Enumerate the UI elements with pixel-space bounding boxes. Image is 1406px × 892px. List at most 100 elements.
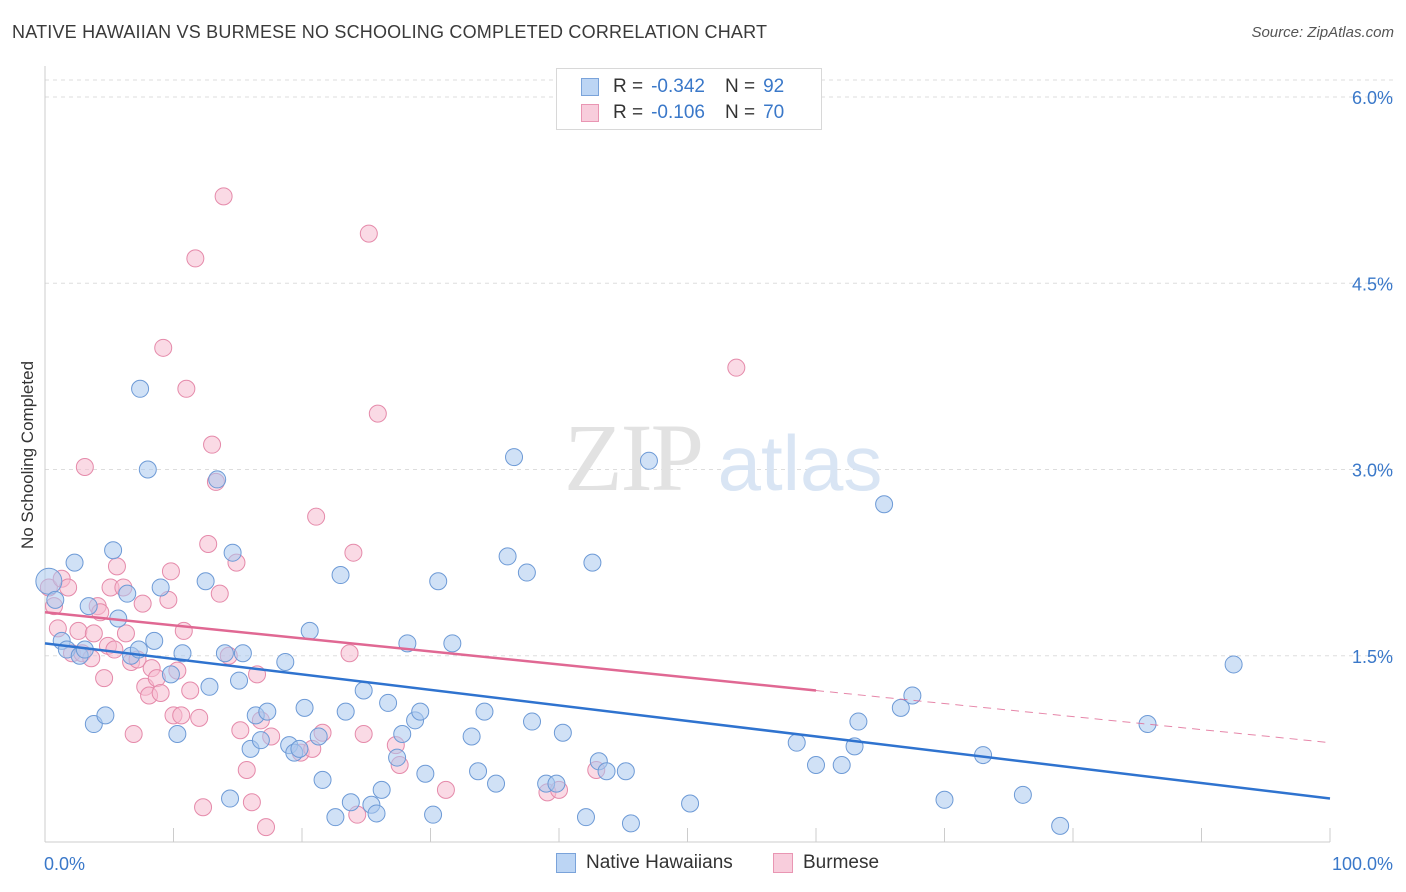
native-hawaiian-point [354, 681, 373, 700]
legend-swatch-pink [773, 853, 793, 873]
native-hawaiian-point [443, 634, 462, 653]
legend-n-value: 70 [763, 102, 785, 123]
burmese-point [181, 681, 200, 700]
burmese-point [203, 435, 222, 454]
native-hawaiian-point [583, 553, 602, 572]
native-hawaiian-point [309, 727, 328, 746]
native-hawaiian-point [341, 793, 360, 812]
native-hawaiian-point [639, 451, 658, 470]
native-hawaiian-point [223, 543, 242, 562]
axes [44, 66, 1331, 843]
burmese-point [237, 760, 256, 779]
legend-n-label: N = [724, 76, 756, 97]
native-hawaiian-point [372, 780, 391, 799]
x-tick-label-min: 0.0% [44, 854, 85, 874]
native-hawaiian-point [326, 808, 345, 827]
native-hawaiian-point [388, 748, 407, 767]
native-hawaiian-point [104, 541, 123, 560]
burmese-point [340, 644, 359, 663]
native-hawaiian-point [462, 727, 481, 746]
native-hawaiian-point [313, 770, 332, 789]
native-hawaiian-point [295, 698, 314, 717]
native-hawaiian-point [903, 686, 922, 705]
native-hawaiian-point [196, 572, 215, 591]
native-hawaiian-point [475, 702, 494, 721]
legend-r-label: R = [613, 76, 644, 97]
source-label: Source: ZipAtlas.com [1251, 24, 1394, 41]
native-hawaiian-point [393, 724, 412, 743]
native-hawaiian-point [505, 448, 524, 467]
native-hawaiian-point [276, 652, 295, 671]
burmese-point [194, 798, 213, 817]
burmese-point [231, 721, 250, 740]
legend-label-native-hawaiians: Native Hawaiians [586, 852, 733, 873]
burmese-point [133, 594, 152, 613]
native-hawaiian-point [498, 547, 517, 566]
legend-swatch-pink [581, 104, 599, 122]
native-hawaiian-point [429, 572, 448, 591]
burmese-point [172, 706, 191, 725]
native-hawaiian-point [1224, 655, 1243, 674]
burmese-point [75, 458, 94, 477]
burmese-point [368, 404, 387, 423]
y-tick-label: 1.5% [1352, 647, 1393, 667]
native-hawaiian-point [258, 702, 277, 721]
legend-r-label: R = [613, 102, 644, 123]
native-hawaiian-point [161, 665, 180, 684]
burmese-point [199, 535, 218, 553]
native-hawaiian-point [79, 597, 98, 616]
y-tick-label: 6.0% [1352, 88, 1393, 108]
native-hawaiian-point [118, 584, 137, 603]
series-legend: Native Hawaiians Burmese [0, 852, 1406, 876]
legend-item-burmese: Burmese [773, 852, 879, 874]
burmese-point [161, 562, 180, 581]
burmese-point [242, 793, 261, 812]
native-hawaiian-point [208, 470, 227, 489]
trend-lines [44, 611, 1331, 800]
burmese-point [151, 684, 170, 702]
burmese-point [84, 624, 103, 643]
native-hawaiian-point [331, 566, 350, 585]
burmese-point [105, 640, 124, 659]
native-hawaiian-point [621, 814, 640, 833]
native-hawaiian-point [168, 724, 187, 743]
native-hawaiian-point [145, 631, 164, 650]
native-hawaiian-point [1138, 715, 1157, 734]
burmese-point [186, 249, 205, 268]
native-hawaiian-point [35, 567, 63, 595]
native-hawaiian-point [151, 578, 170, 597]
native-hawaiian-point [849, 712, 868, 731]
native-hawaiian-point [131, 379, 150, 398]
native-hawaiian-point [832, 756, 851, 775]
legend-n-value: 92 [763, 76, 785, 97]
burmese-trend-line [44, 611, 817, 692]
native-hawaiian-points [35, 379, 1243, 835]
native-hawaiian-trend-line [44, 642, 1331, 800]
native-hawaiian-point [1051, 816, 1070, 835]
native-hawaiian-point [424, 805, 443, 824]
y-tick-label: 3.0% [1352, 461, 1393, 481]
native-hawaiian-point [367, 804, 386, 823]
x-tick-label-max: 100.0% [1332, 854, 1393, 874]
legend-n-label: N = [724, 102, 756, 123]
native-hawaiian-point [46, 590, 65, 609]
native-hawaiian-point [523, 712, 542, 731]
native-hawaiian-point [233, 644, 252, 663]
burmese-point [436, 780, 455, 799]
native-hawaiian-point [547, 774, 566, 793]
native-hawaiian-point [935, 790, 954, 809]
burmese-point [124, 724, 143, 743]
grid-lines [45, 79, 1394, 657]
burmese-point [210, 584, 229, 603]
native-hawaiian-point [553, 723, 572, 742]
native-hawaiian-point [787, 733, 806, 752]
chart-title: NATIVE HAWAIIAN VS BURMESE NO SCHOOLING … [12, 22, 768, 42]
native-hawaiian-point [807, 756, 825, 775]
native-hawaiian-point [230, 671, 249, 690]
burmese-point [307, 507, 326, 526]
legend-label-burmese: Burmese [803, 852, 880, 873]
native-hawaiian-point [221, 789, 240, 808]
legend-r-value: -0.106 [651, 102, 705, 123]
native-hawaiian-point [487, 774, 506, 793]
native-hawaiian-point [517, 563, 536, 582]
